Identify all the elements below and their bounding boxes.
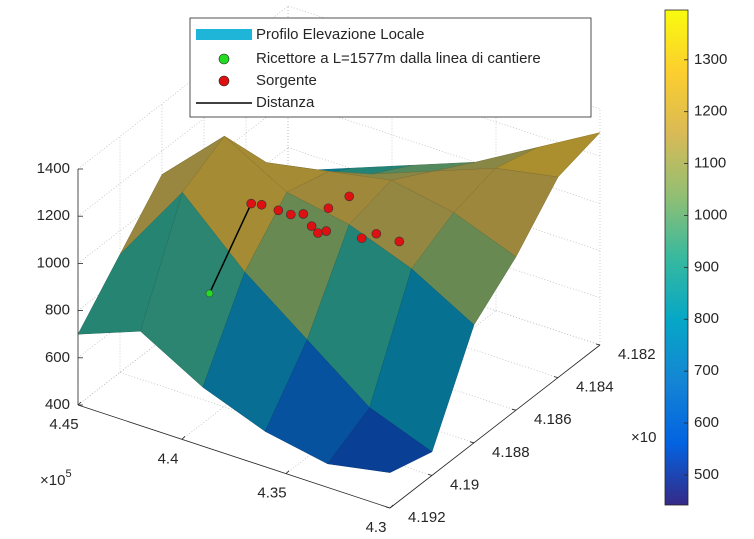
grid-line bbox=[77, 5, 289, 170]
source-point bbox=[321, 226, 332, 236]
x-tick-label: 4.4 bbox=[158, 450, 179, 467]
x-tick-label: 4.3 bbox=[366, 519, 387, 536]
receptor-point bbox=[205, 289, 214, 298]
x-tick-label: 4.45 bbox=[49, 416, 78, 433]
y-tick-label: 4.186 bbox=[534, 411, 572, 428]
x-exponent-power: 5 bbox=[65, 468, 71, 480]
source-point bbox=[298, 209, 309, 219]
y-tick-label: 4.182 bbox=[618, 346, 656, 363]
tick-mark bbox=[285, 470, 290, 474]
source-point bbox=[356, 233, 367, 244]
colorbar-tick-label: 500 bbox=[694, 466, 719, 483]
tick-mark bbox=[469, 441, 475, 444]
source-point bbox=[344, 191, 355, 202]
source-point bbox=[246, 198, 256, 209]
surface-patch bbox=[327, 407, 433, 473]
distance-line bbox=[208, 203, 252, 294]
grid-line bbox=[287, 147, 601, 251]
colorbar-tick-label: 800 bbox=[694, 310, 719, 327]
colorbar-tick-label: 1100 bbox=[694, 155, 726, 172]
source-point bbox=[313, 228, 323, 238]
source-point bbox=[286, 209, 296, 220]
source-point bbox=[306, 221, 317, 231]
z-tick-label: 1200 bbox=[37, 207, 70, 224]
legend-label: Profilo Elevazione Locale bbox=[256, 26, 424, 43]
legend-box bbox=[189, 17, 592, 118]
colorbar-tick-label: 1200 bbox=[694, 103, 727, 120]
colorbar-tick-label: 900 bbox=[694, 258, 719, 275]
y-tick-label: 4.192 bbox=[408, 509, 446, 526]
legend-label: Distanza bbox=[256, 94, 315, 111]
x-exponent: ×105 bbox=[40, 468, 72, 489]
legend-label: Ricettore a L=1577m dalla linea di canti… bbox=[256, 50, 541, 67]
colorbar bbox=[664, 9, 689, 506]
source-point bbox=[371, 228, 382, 239]
colorbar-tick-label: 1300 bbox=[694, 51, 727, 68]
legend-swatch bbox=[218, 53, 230, 65]
legend-swatch bbox=[196, 29, 252, 40]
z-tick-label: 400 bbox=[45, 396, 70, 413]
z-tick-label: 1400 bbox=[37, 160, 70, 177]
tick-mark bbox=[511, 408, 517, 411]
source-point bbox=[273, 205, 284, 216]
colorbar-tick-label: 700 bbox=[694, 362, 719, 379]
y-exponent: ×10 bbox=[631, 429, 656, 446]
source-point bbox=[256, 199, 267, 210]
grid-line bbox=[77, 52, 289, 217]
z-tick-label: 600 bbox=[45, 349, 70, 366]
x-exponent-base: ×10 bbox=[40, 472, 65, 489]
legend-swatch bbox=[218, 75, 230, 87]
tick-mark bbox=[181, 436, 186, 440]
tick-mark bbox=[77, 401, 82, 406]
axis-line bbox=[389, 344, 601, 509]
source-point bbox=[394, 236, 405, 247]
colorbar-tick-label: 1000 bbox=[694, 206, 727, 223]
legend: Profilo Elevazione Locale Ricettore a L=… bbox=[189, 17, 592, 118]
y-tick-label: 4.19 bbox=[450, 476, 479, 493]
tick-mark bbox=[595, 343, 601, 346]
axis-line bbox=[77, 404, 391, 509]
colorbar-tick-label: 600 bbox=[694, 414, 719, 431]
tick-mark bbox=[427, 474, 433, 476]
source-point bbox=[323, 203, 334, 214]
legend-label: Sorgente bbox=[256, 72, 317, 89]
y-tick-label: 4.184 bbox=[576, 379, 614, 396]
tick-mark bbox=[553, 376, 559, 378]
y-tick-label: 4.188 bbox=[492, 444, 530, 461]
z-tick-label: 1000 bbox=[37, 254, 70, 271]
z-tick-label: 800 bbox=[45, 302, 70, 319]
x-tick-label: 4.35 bbox=[257, 485, 286, 502]
